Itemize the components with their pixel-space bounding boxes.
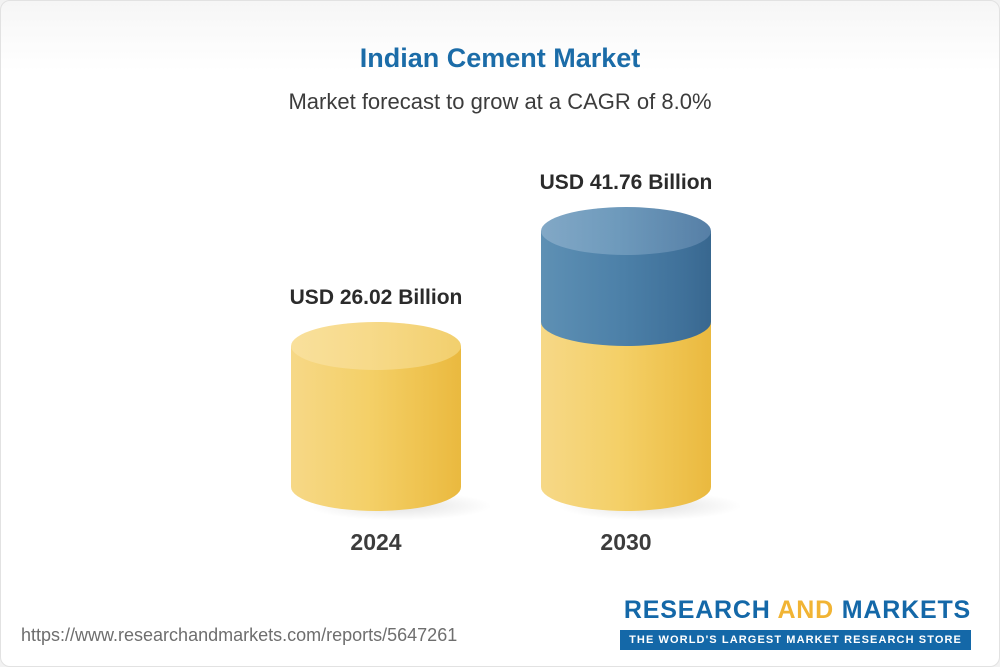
bar-2030-base-segment [541,322,711,511]
logo-word-and: AND [777,596,835,624]
bar-group-2030: USD 41.76 Billion 2030 [540,171,745,555]
report-url: https://www.researchandmarkets.com/repor… [21,625,458,645]
bar-2024-cylinder [291,322,495,521]
chart-subtitle: Market forecast to grow at a CAGR of 8.0… [288,89,712,114]
logo-wordmark: RESEARCH AND MARKETS [620,596,971,625]
bar-2030-cap [541,207,711,255]
logo-word-research: RESEARCH [623,596,771,624]
bar-2030-cylinder [541,207,745,521]
bar-2024-body [291,346,461,511]
logo-word-markets: MARKETS [841,596,971,624]
axis-label-2030: 2030 [600,529,652,555]
axis-label-2024: 2024 [350,529,402,555]
bar-2024-cap [291,322,461,370]
value-label-2024: USD 26.02 Billion [289,286,463,309]
logo-tagline: THE WORLD'S LARGEST MARKET RESEARCH STOR… [620,630,971,650]
research-and-markets-logo: RESEARCH AND MARKETS THE WORLD'S LARGEST… [620,596,971,650]
bar-group-2024: USD 26.02 Billion 2024 [290,286,495,555]
value-label-2030: USD 41.76 Billion [539,171,713,194]
chart-title: Indian Cement Market [359,43,641,73]
